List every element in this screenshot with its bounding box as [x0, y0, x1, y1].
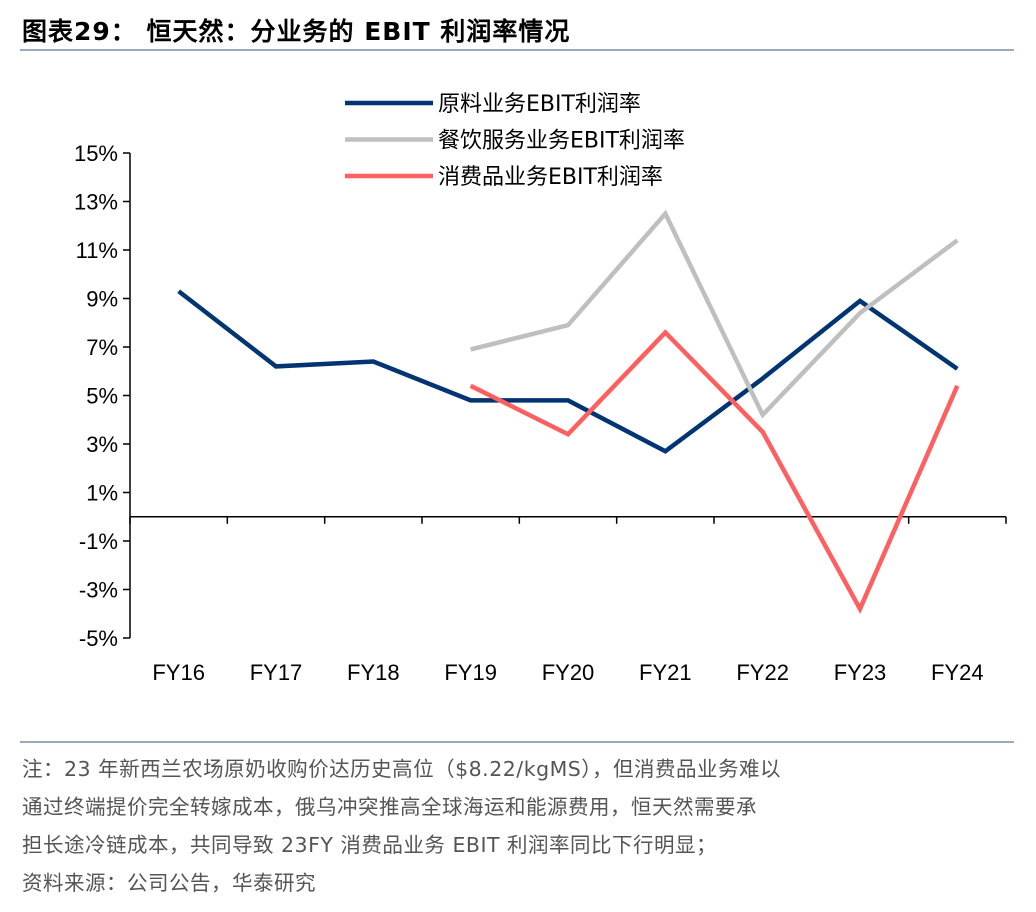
- y-tick-label: 7%: [86, 335, 118, 360]
- legend-label: 消费品业务EBIT利润率: [438, 165, 663, 190]
- y-tick-label: 11%: [76, 238, 118, 263]
- y-tick-label: 1%: [86, 481, 118, 506]
- x-tick-label: FY18: [347, 660, 400, 685]
- series-line-1: [177, 289, 959, 454]
- x-tick-label: FY16: [152, 660, 205, 685]
- y-tick-label: 9%: [86, 287, 118, 312]
- y-tick-label: 5%: [86, 384, 118, 409]
- x-tick-label: FY19: [444, 660, 497, 685]
- x-tick-label: FY17: [250, 660, 303, 685]
- notes-divider: [20, 741, 1014, 743]
- chart-title: 图表29： 恒天然：分业务的 EBIT 利润率情况: [22, 17, 571, 46]
- y-tick-label: 13%: [74, 190, 118, 215]
- y-tick-label: -1%: [79, 529, 118, 554]
- legend-label: 原料业务EBIT利润率: [438, 92, 641, 117]
- x-tick-label: FY21: [639, 660, 692, 685]
- line-chart: 15% 13% 11% 9% 7% 5% 3% 1% -1% -3% -5% FY16 FY17 FY18…: [74, 92, 1007, 685]
- legend-label: 餐饮服务业务EBIT利润率: [438, 129, 685, 154]
- y-tick-label: -5%: [79, 626, 118, 651]
- x-tick-label: FY23: [834, 660, 887, 685]
- series-line-3: [469, 329, 960, 614]
- y-tick-label: 3%: [86, 432, 118, 457]
- title-divider: [20, 49, 1014, 51]
- x-tick-label: FY22: [736, 660, 789, 685]
- x-tick-label: FY20: [542, 660, 595, 685]
- chart-notes: 注：23 年新西兰农场原奶收购价达历史高位（$8.22/kgMS），但消费品业务…: [22, 750, 1022, 902]
- note-line: 通过终端提价完全转嫁成本，俄乌冲突推高全球海运和能源费用，恒天然需要承: [22, 795, 757, 819]
- y-tick-label: 15%: [74, 141, 118, 166]
- source-line: 资料来源：公司公告，华泰研究: [22, 871, 316, 895]
- note-line: 注：23 年新西兰农场原奶收购价达历史高位（$8.22/kgMS），但消费品业务…: [22, 757, 782, 781]
- y-tick-label: -3%: [79, 578, 118, 603]
- x-tick-label: FY24: [931, 660, 984, 685]
- series-line-2: [470, 209, 959, 419]
- note-line: 担长途冷链成本，共同导致 23FY 消费品业务 EBIT 利润率同比下行明显；: [22, 833, 718, 857]
